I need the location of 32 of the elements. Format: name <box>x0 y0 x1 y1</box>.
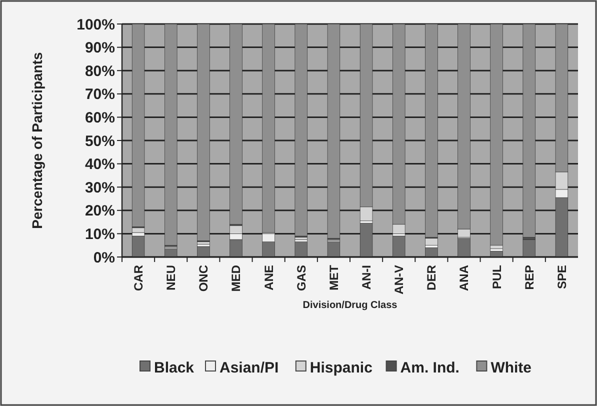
y-tick-label: 80% <box>84 62 115 80</box>
x-tick-label: SPE <box>554 265 569 290</box>
y-axis-title: Percentage of Participants <box>29 52 45 229</box>
x-tick-label: PUL <box>490 265 504 289</box>
y-tick-label: 90% <box>84 40 115 57</box>
y-tick-label: 50% <box>84 132 115 150</box>
x-tick-label: GAS <box>294 265 308 292</box>
x-tick-label: ONC <box>196 264 211 292</box>
y-tick-label: 0% <box>93 249 115 266</box>
x-tick-label: REP <box>522 265 536 290</box>
legend-label: Am. Ind. <box>400 359 460 376</box>
x-tick-label: DER <box>424 264 439 290</box>
x-tick-label: AN-I <box>359 265 374 290</box>
legend-label: Asian/PI <box>220 359 279 376</box>
legend-label: Hispanic <box>310 359 372 376</box>
y-tick-label: 10% <box>84 226 115 243</box>
legend-label: Black <box>154 359 195 376</box>
x-tick-label: MED <box>229 264 244 292</box>
x-tick-label: ANE <box>262 265 276 290</box>
y-tick-label: 20% <box>84 202 115 220</box>
x-tick-label: MET <box>326 264 341 290</box>
y-tick-label: 30% <box>84 179 115 196</box>
x-tick-label: ANA <box>457 264 472 291</box>
y-tick-label: 60% <box>84 109 115 126</box>
legend-label: White <box>490 359 532 376</box>
x-axis-title: Division/Drug Class <box>302 300 398 311</box>
y-tick-label: 40% <box>84 156 115 174</box>
x-tick-label: NEU <box>164 265 178 290</box>
y-tick-label: 70% <box>84 86 115 104</box>
y-tick-label: 100% <box>76 16 115 34</box>
x-tick-label: CAR <box>131 264 146 291</box>
x-tick-label: AN-V <box>392 265 406 294</box>
